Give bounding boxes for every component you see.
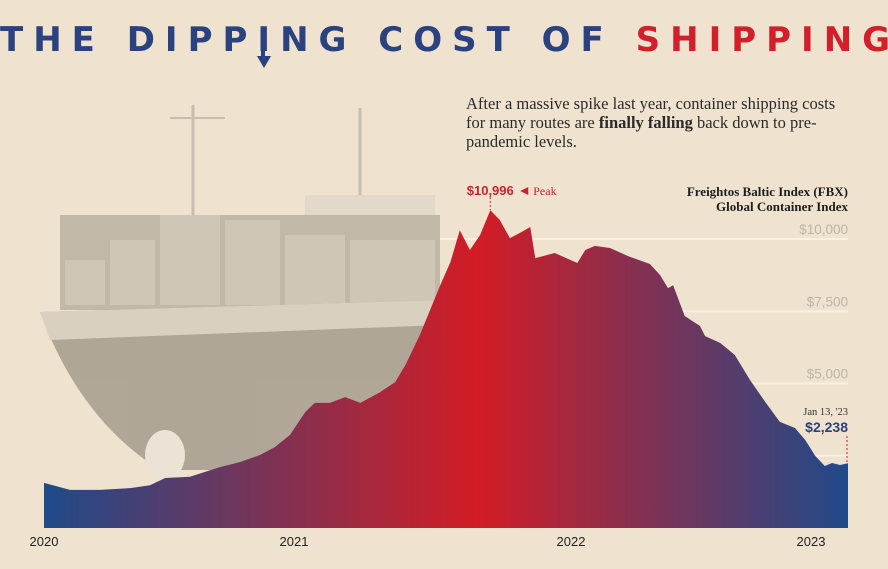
chart-subtitle: Global Container Index (716, 199, 848, 214)
page-title: THE DIPPING COST OF SHIPPING (0, 20, 888, 68)
intro-part1: After a massive spike last year, contain… (466, 94, 836, 132)
latest-annotation: Jan 13, '23 $2,238 (803, 407, 848, 464)
y-tick-label: $5,000 (807, 367, 848, 382)
title-prefix: THE DIPP (0, 20, 258, 60)
peak-value-label: $10,996 (467, 183, 514, 198)
intro-text: After a massive spike last year, contain… (466, 94, 856, 151)
x-tick-label: 2021 (280, 534, 309, 549)
chart-title: Freightos Baltic Index (FBX) (687, 184, 848, 199)
y-tick-label: $7,500 (807, 294, 848, 309)
title-suffix: NG COST OF (280, 20, 636, 60)
peak-annotation: $10,996 Peak (467, 183, 557, 211)
title-highlight: SHIPPING (635, 20, 888, 60)
x-tick-label: 2023 (797, 534, 826, 549)
fbx-area (44, 210, 848, 528)
left-arrow-icon (520, 187, 529, 195)
peak-label: Peak (533, 184, 556, 198)
y-tick-label: $10,000 (799, 222, 848, 237)
x-tick-label: 2020 (30, 534, 59, 549)
intro-part2: back down to pre-pandemic levels. (466, 113, 817, 151)
latest-date-label: Jan 13, '23 (803, 407, 848, 418)
x-tick-label: 2022 (557, 534, 586, 549)
latest-value-label: $2,238 (805, 419, 848, 435)
intro-bold: finally falling (598, 113, 693, 132)
down-arrow-icon: I (256, 20, 281, 68)
